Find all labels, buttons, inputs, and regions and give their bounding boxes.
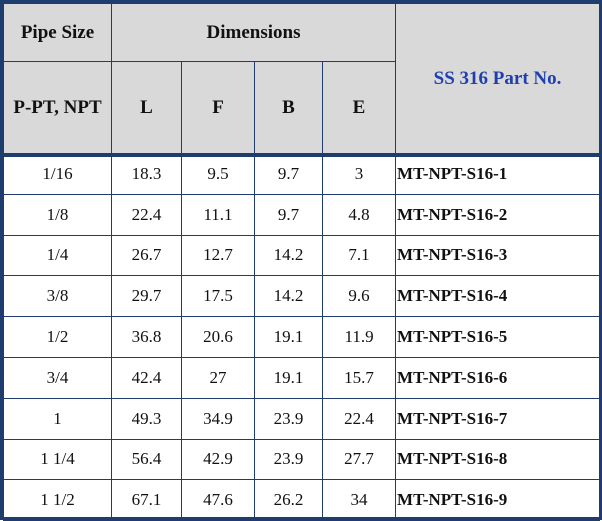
table-row: 3/8 29.7 17.5 14.2 9.6 MT-NPT-S16-4 [3,275,601,318]
b-cell: 14.2 [254,234,323,277]
b-cell: 19.1 [254,356,323,399]
l-cell: 42.4 [111,356,182,399]
f-cell: 11.1 [181,193,255,236]
pipe-size-header: Pipe Size [3,3,112,62]
e-cell: 15.7 [321,356,397,399]
b-cell: 19.1 [254,316,323,358]
f-cell: 17.5 [181,275,255,318]
l-cell: 26.7 [111,234,182,277]
b-cell: 9.7 [254,153,323,195]
table-row: 3/4 42.4 27 19.1 15.7 MT-NPT-S16-6 [3,356,601,399]
pipe-size-cell: 1/8 [3,193,112,236]
col-l-header: L [111,61,182,154]
f-cell: 20.6 [181,316,255,358]
f-cell: 42.9 [181,438,255,481]
part-number-cell: MT-NPT-S16-9 [395,479,601,521]
l-cell: 36.8 [111,316,182,358]
part-number-cell: MT-NPT-S16-7 [395,397,601,440]
l-cell: 49.3 [111,397,182,440]
e-cell: 3 [321,153,397,195]
l-cell: 22.4 [111,193,182,236]
b-cell: 23.9 [254,397,323,440]
e-cell: 22.4 [321,397,397,440]
f-cell: 12.7 [181,234,255,277]
e-cell: 9.6 [321,275,397,318]
part-number-cell: MT-NPT-S16-4 [395,275,601,318]
b-cell: 26.2 [254,479,323,521]
table-row: 1/2 36.8 20.6 19.1 11.9 MT-NPT-S16-5 [3,316,601,358]
table-row: 1/8 22.4 11.1 9.7 4.8 MT-NPT-S16-2 [3,193,601,236]
part-number-cell: MT-NPT-S16-2 [395,193,601,236]
f-cell: 47.6 [181,479,255,521]
e-cell: 4.8 [321,193,397,236]
pipe-size-cell: 1 1/2 [3,479,112,521]
pipe-size-cell: 1/2 [3,316,112,358]
part-number-cell: MT-NPT-S16-6 [395,356,601,399]
pipe-size-cell: 3/4 [3,356,112,399]
l-cell: 29.7 [111,275,182,318]
table-row: 1/16 18.3 9.5 9.7 3 MT-NPT-S16-1 [3,153,601,195]
pipe-size-cell: 1 [3,397,112,440]
part-number-cell: MT-NPT-S16-1 [395,153,601,195]
pipe-size-cell: 3/8 [3,275,112,318]
f-cell: 9.5 [181,153,255,195]
table-row: 1 49.3 34.9 23.9 22.4 MT-NPT-S16-7 [3,397,601,440]
pipe-size-cell: 1/16 [3,153,112,195]
col-b-header: B [254,61,323,154]
dimensions-table: Pipe Size Dimensions SS 316 Part No. P-P… [3,3,601,521]
part-number-cell: MT-NPT-S16-8 [395,438,601,481]
table-row: 1 1/2 67.1 47.6 26.2 34 MT-NPT-S16-9 [3,479,601,521]
thread-type-header: P-PT, NPT [3,61,112,154]
header-divider [3,154,599,157]
e-cell: 34 [321,479,397,521]
f-cell: 27 [181,356,255,399]
col-e-header: E [321,61,397,154]
e-cell: 11.9 [321,316,397,358]
l-cell: 18.3 [111,153,182,195]
pipe-size-cell: 1/4 [3,234,112,277]
dimensions-header: Dimensions [110,3,397,62]
e-cell: 7.1 [321,234,397,277]
part-number-cell: MT-NPT-S16-3 [395,234,601,277]
table-row: 1/4 26.7 12.7 14.2 7.1 MT-NPT-S16-3 [3,234,601,277]
b-cell: 14.2 [254,275,323,318]
table-row: 1 1/4 56.4 42.9 23.9 27.7 MT-NPT-S16-8 [3,438,601,481]
col-f-header: F [181,61,255,154]
part-number-cell: MT-NPT-S16-5 [395,316,601,358]
e-cell: 27.7 [321,438,397,481]
l-cell: 56.4 [111,438,182,481]
f-cell: 34.9 [181,397,255,440]
pipe-size-cell: 1 1/4 [3,438,112,481]
l-cell: 67.1 [111,479,182,521]
b-cell: 9.7 [254,193,323,236]
part-number-header: SS 316 Part No. [395,3,601,154]
b-cell: 23.9 [254,438,323,481]
